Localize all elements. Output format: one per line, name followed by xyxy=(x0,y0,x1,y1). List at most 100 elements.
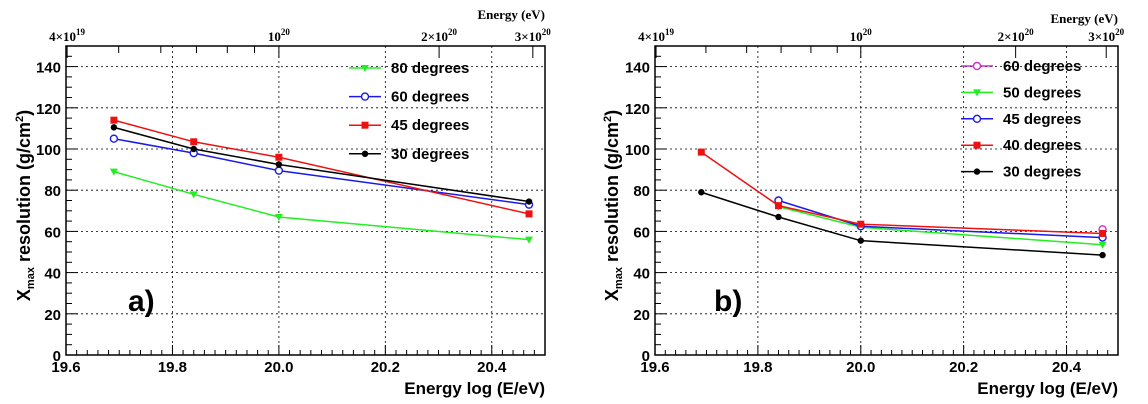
x-tick-label: 20.4 xyxy=(1052,359,1082,376)
top-tick-label: 2×1020 xyxy=(998,27,1034,44)
data-point xyxy=(1099,251,1106,259)
legend-label: 40 degrees xyxy=(1003,137,1081,154)
legend: 60 degrees 50 degrees 45 degrees 40 degrees… xyxy=(961,58,1081,181)
top-tick-exponent: 20 xyxy=(448,27,458,37)
legend-marker xyxy=(361,150,369,157)
y-axis: 0 20 40 60 80 100 120 140 Xmax resolution (g/cm2… xyxy=(14,45,78,365)
data-point xyxy=(190,138,198,146)
top-tick-label: 4×1019 xyxy=(638,27,674,44)
top-tick-label: 4×1019 xyxy=(49,27,85,44)
data-point xyxy=(110,116,118,124)
legend-marker xyxy=(973,141,981,149)
legend-label: 45 degrees xyxy=(391,117,469,134)
series-line xyxy=(701,191,1103,256)
data-point xyxy=(857,220,865,228)
y-title-text: resolution (g/cm xyxy=(602,122,622,267)
top-tick-exponent: 20 xyxy=(542,27,552,37)
series-group xyxy=(697,148,1107,259)
legend-marker xyxy=(972,114,982,124)
legend-item: 45 degrees xyxy=(961,111,1081,128)
legend-item: 30 degrees xyxy=(961,164,1081,181)
data-point xyxy=(1099,229,1107,237)
legend-label: 30 degrees xyxy=(391,146,469,163)
data-point xyxy=(775,213,782,221)
data-point xyxy=(274,213,283,221)
legend: 80 degrees 60 degrees 45 degrees 30 degrees xyxy=(349,60,469,163)
data-point xyxy=(698,189,705,196)
x-axis-title: Energy log (E/eV) xyxy=(977,379,1118,398)
y-tick-label: 100 xyxy=(36,142,61,159)
y-tick-label: 0 xyxy=(642,348,650,365)
top-tick-exponent: 20 xyxy=(1025,27,1035,37)
x-axis: 19.6 19.8 20.0 20.2 20.4 Energy log (E/eV) xyxy=(51,345,546,398)
legend-label: 80 degrees xyxy=(391,60,469,77)
series-30-degrees xyxy=(110,124,533,205)
top-tick-base: 2×10 xyxy=(421,29,448,44)
series-80-degrees xyxy=(109,168,534,244)
top-tick-exponent: 20 xyxy=(863,27,873,37)
series-40-degrees xyxy=(697,148,1107,237)
y-tick-label: 100 xyxy=(625,142,650,159)
legend-label: 60 degrees xyxy=(391,89,469,106)
series-line xyxy=(113,126,530,203)
panel-label: a) xyxy=(128,285,155,318)
y-title-symbol: X xyxy=(14,289,34,301)
top-tick-exponent: 20 xyxy=(281,27,291,37)
x-axis: 19.6 19.8 20.0 20.2 20.4 Energy log (E/eV) xyxy=(640,345,1119,398)
x-tick-label: 20.2 xyxy=(949,359,978,376)
series-30-degrees xyxy=(698,189,1106,259)
data-point xyxy=(110,124,118,131)
top-tick-label: 1020 xyxy=(850,27,873,44)
data-point xyxy=(857,237,864,244)
data-point xyxy=(189,191,198,199)
x-tick-label: 20.0 xyxy=(846,359,875,376)
y-tick-label: 60 xyxy=(44,224,61,241)
series-line xyxy=(113,170,530,241)
top-tick-base: 3×10 xyxy=(515,29,542,44)
top-axis-title: Energy (eV) xyxy=(477,7,545,22)
data-point xyxy=(525,210,533,218)
x-tick-label: 20.2 xyxy=(371,359,400,376)
legend-marker xyxy=(973,168,981,175)
legend-marker xyxy=(360,92,370,101)
y-title-close: ) xyxy=(14,110,34,116)
y-title-symbol: X xyxy=(602,289,622,301)
data-point xyxy=(525,236,534,244)
series-line xyxy=(778,205,1103,246)
y-title-text: resolution (g/cm xyxy=(14,122,34,267)
legend-label: 50 degrees xyxy=(1003,84,1081,101)
legend-label: 45 degrees xyxy=(1003,111,1081,128)
legend-item: 50 degrees xyxy=(961,84,1081,101)
top-tick-base: 4×10 xyxy=(638,29,665,44)
series-50-degrees xyxy=(774,203,1107,249)
legend-marker xyxy=(972,61,982,71)
data-point xyxy=(1098,241,1107,249)
top-tick-base: 4×10 xyxy=(49,29,76,44)
x-tick-label: 19.8 xyxy=(743,359,772,376)
legend-item: 30 degrees xyxy=(349,146,469,163)
y-axis-title: Xmax resolution (g/cm2) xyxy=(14,110,37,301)
data-point xyxy=(190,145,197,153)
data-point xyxy=(274,166,284,175)
x-tick-label: 20.0 xyxy=(264,359,293,376)
y-tick-label: 120 xyxy=(625,101,650,118)
top-tick-label: 2×1020 xyxy=(421,27,457,44)
panel-a: 19.6 19.8 20.0 20.2 20.4 Energy log (E/eV) 0 20… xyxy=(14,7,551,398)
data-point xyxy=(275,161,283,168)
x-axis-title: Energy log (E/eV) xyxy=(404,379,545,398)
y-tick-label: 40 xyxy=(633,266,650,283)
y-tick-label: 20 xyxy=(44,307,61,324)
y-tick-label: 140 xyxy=(625,60,650,77)
data-point xyxy=(774,202,782,210)
y-tick-label: 140 xyxy=(36,60,61,77)
top-tick-label: 1020 xyxy=(268,27,291,44)
data-point xyxy=(525,198,533,205)
top-tick-label: 3×1020 xyxy=(515,27,551,44)
y-title-subscript: max xyxy=(25,266,37,289)
panel-b: 19.6 19.8 20.0 20.2 20.4 Energy log (E/eV) 0 20… xyxy=(602,11,1125,398)
legend-item: 80 degrees xyxy=(349,60,469,77)
series-line xyxy=(113,137,530,206)
data-point xyxy=(697,148,705,156)
